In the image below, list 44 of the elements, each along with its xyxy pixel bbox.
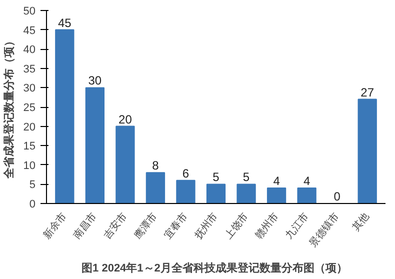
y-tick-label: 45: [23, 24, 36, 37]
data-label: 20: [118, 112, 132, 126]
bar: [206, 184, 226, 204]
bar: [176, 180, 196, 204]
y-axis-title: 全省成果登记数量分布（项）: [2, 36, 16, 180]
bar: [146, 172, 166, 204]
bar: [297, 188, 316, 204]
data-label: 0: [334, 190, 341, 204]
y-tick-label: 10: [23, 160, 36, 172]
data-label: 4: [273, 174, 280, 188]
x-tick-label: 鹰潭市: [132, 210, 160, 242]
x-tick-label: 其他: [350, 210, 372, 234]
x-tick-label: 南昌市: [71, 210, 100, 242]
y-tick-label: 25: [23, 102, 36, 114]
x-tick-label: 赣州市: [252, 210, 281, 242]
bar: [55, 29, 74, 204]
text: 图1 2024年1～2月全省科技成果登记数量分布图（项）: [82, 262, 348, 274]
data-label: 4: [303, 174, 310, 188]
bar: [266, 188, 286, 204]
bar: [236, 184, 256, 204]
x-tick-label: 抚州市: [192, 210, 220, 242]
x-tick-label: 宜春市: [162, 210, 190, 242]
x-tick-label: 景德镇市: [307, 210, 342, 250]
bar: [85, 87, 105, 204]
bar: [358, 98, 377, 204]
data-label: 5: [212, 170, 220, 184]
data-label: 6: [182, 166, 190, 180]
y-tick-label: 30: [23, 82, 36, 95]
data-label: 5: [242, 170, 250, 184]
y-tick-label: 0: [29, 198, 36, 210]
y-tick-label: 35: [23, 63, 36, 76]
data-label: 27: [360, 85, 374, 100]
x-tick-label: 吉安市: [101, 210, 130, 242]
x-tick-label: 上饶市: [222, 210, 251, 242]
y-tick-label: 40: [23, 44, 36, 56]
data-label: 8: [152, 158, 160, 173]
y-tick-label: 50: [23, 6, 36, 18]
y-tick-label: 15: [23, 140, 36, 153]
y-tick-label: 20: [23, 121, 36, 134]
y-tick-label: 5: [29, 179, 36, 192]
data-label: 30: [88, 74, 102, 88]
data-label: 45: [58, 16, 72, 30]
bar: [116, 126, 135, 204]
x-tick-label: 新余市: [40, 210, 69, 242]
